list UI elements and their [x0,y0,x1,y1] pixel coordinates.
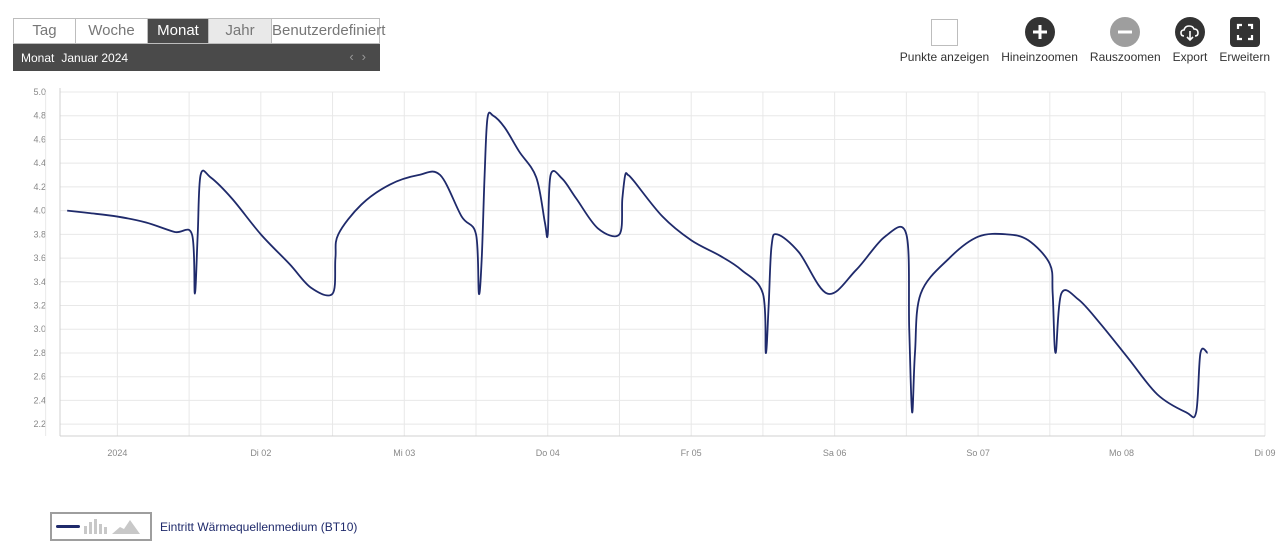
expand-button[interactable]: Erweitern [1219,16,1270,64]
zoom-out-button[interactable]: Rauszoomen [1090,16,1161,64]
period-tabs: Tag Woche Monat Jahr Benutzerdefiniert [13,18,385,44]
tab-year[interactable]: Jahr [209,19,272,43]
tab-week[interactable]: Woche [76,19,148,43]
x-tick-label: Fr 05 [681,448,702,458]
x-tick-label: Di 02 [250,448,271,458]
period-range-label: Januar 2024 [61,50,129,65]
x-tick-label: Mo 08 [1109,448,1134,458]
zoom-in-label: Hineinzoomen [1001,50,1078,64]
line-chart: 2.2 2.4 2.6 2.8 3.0 3.2 3.4 3.6 3.8 4.0 4.2 4.4 4.6 4… [0,80,1280,470]
y-tick-label: 3.0 [33,324,46,334]
y-tick-label: 4.4 [33,158,46,168]
export-label: Export [1172,50,1208,64]
cloud-download-icon [1174,17,1205,47]
x-tick-label: Mi 03 [393,448,415,458]
y-tick-label: 4.2 [33,182,46,192]
y-tick-label: 2.4 [33,395,46,405]
y-tick-label: 2.2 [33,419,46,429]
y-tick-label: 4.0 [33,206,46,216]
plus-icon [1024,17,1055,47]
chart-toolbar: Punkte anzeigen Hineinzoomen Rauszoomen [888,16,1270,64]
period-nav: ‹ › [349,49,366,64]
y-tick-label: 4.6 [33,134,46,144]
period-range-bar: Monat Januar 2024 ‹ › [13,44,380,71]
y-tick-label: 2.8 [33,348,46,358]
chart-legend: Eintritt Wärmequellenmedium (BT10) [50,512,357,541]
y-tick-label: 3.8 [33,229,46,239]
x-tick-label: Di 09 [1254,448,1275,458]
y-tick-label: 5.0 [33,87,46,97]
x-tick-label: Do 04 [536,448,560,458]
tab-custom[interactable]: Benutzerdefiniert [272,19,385,43]
y-tick-label: 4.8 [33,111,46,121]
y-tick-label: 2.6 [33,372,46,382]
y-tick-label: 3.2 [33,301,46,311]
minus-icon [1110,17,1141,47]
x-tick-label: Sa 06 [823,448,847,458]
y-tick-label: 3.6 [33,253,46,263]
period-mode-label: Monat [21,50,55,65]
checkbox-icon[interactable] [930,18,958,46]
y-tick-label: 3.4 [33,277,46,287]
x-tick-label: So 07 [966,448,990,458]
previous-period-icon[interactable]: ‹ [349,49,354,64]
show-points-label: Punkte anzeigen [899,50,990,64]
x-tick-label: 2024 [107,448,127,458]
fullscreen-icon [1229,17,1260,47]
tab-month[interactable]: Monat [148,19,209,43]
zoom-out-label: Rauszoomen [1089,50,1161,64]
next-period-icon[interactable]: › [361,49,366,64]
chart-canvas: 2.2 2.4 2.6 2.8 3.0 3.2 3.4 3.6 3.8 4.0 4.2 4.4 4.6 4… [33,87,1275,458]
series-type-icon [56,519,140,534]
expand-label: Erweitern [1219,50,1270,64]
legend-series-label: Eintritt Wärmequellenmedium (BT10) [160,519,358,534]
series-line-0 [67,111,1209,419]
export-button[interactable]: Export [1172,16,1208,64]
tab-day[interactable]: Tag [14,19,76,43]
show-points-toggle[interactable]: Punkte anzeigen [900,16,989,64]
zoom-in-button[interactable]: Hineinzoomen [1001,16,1078,64]
legend-series-toggle[interactable] [50,512,152,541]
